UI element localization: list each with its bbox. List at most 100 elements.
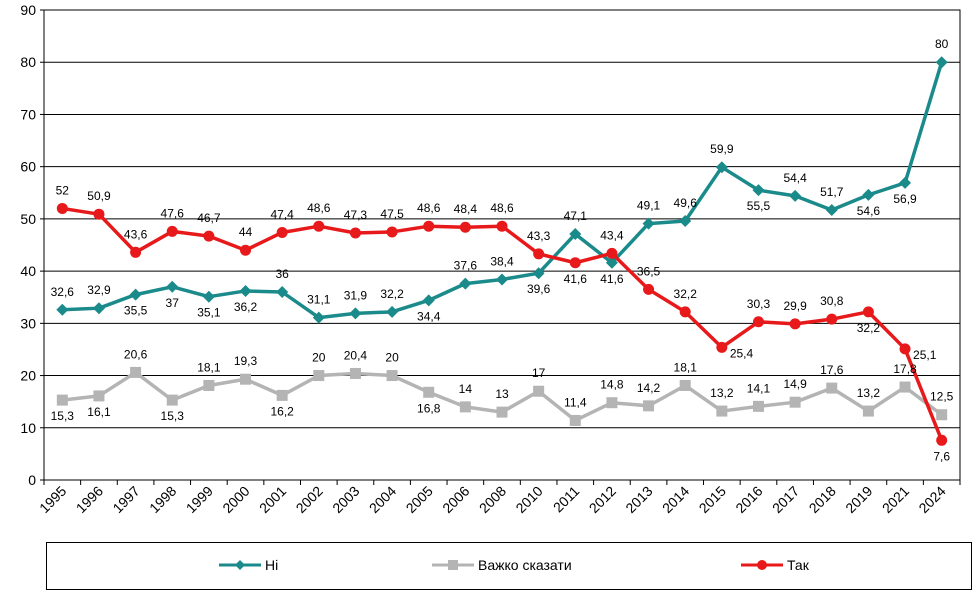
y-tick-label: 30	[20, 315, 36, 331]
data-label: 30,3	[747, 297, 771, 311]
data-label: 56,9	[893, 192, 917, 206]
data-point-square	[899, 381, 911, 393]
data-label: 20	[312, 351, 326, 365]
x-tick-label: 2021	[879, 483, 912, 516]
legend-marker-tak	[741, 560, 783, 570]
legend: Ні Важко сказати Так	[46, 542, 972, 590]
data-label: 32,2	[674, 287, 698, 301]
data-point-diamond	[789, 189, 802, 202]
data-label: 36,5	[637, 264, 661, 278]
data-point-diamond	[386, 305, 399, 318]
data-point-diamond	[422, 294, 435, 307]
x-tick-label: 1995	[36, 483, 69, 516]
x-tick-label: 2014	[659, 483, 692, 516]
plot-area	[43, 9, 961, 481]
data-label: 13	[495, 387, 509, 401]
data-label: 47,5	[380, 207, 404, 221]
data-point-square	[93, 390, 105, 402]
y-tick-label: 60	[20, 159, 36, 175]
x-tick-label: 2001	[256, 483, 289, 516]
data-point-circle	[679, 306, 691, 318]
data-label: 16,8	[417, 401, 441, 415]
data-label: 31,9	[344, 288, 368, 302]
x-tick-label: 2011	[550, 483, 583, 516]
data-point-diamond	[569, 228, 582, 241]
data-label: 32,9	[87, 283, 111, 297]
data-point-circle	[936, 434, 948, 446]
data-point-diamond	[496, 273, 508, 286]
data-label: 48,6	[490, 201, 514, 215]
data-label: 47,6	[161, 206, 185, 220]
data-label: 47,4	[270, 207, 294, 221]
x-tick-label: 2008	[476, 483, 509, 516]
legend-marker-hard-to-say	[432, 560, 474, 570]
data-point-square	[716, 405, 728, 417]
data-label: 35,1	[197, 306, 221, 320]
y-tick-label: 20	[20, 368, 36, 384]
data-label: 11,4	[564, 395, 587, 409]
data-point-square	[862, 405, 874, 417]
data-label: 49,1	[637, 199, 661, 213]
x-tick-label: 2005	[402, 483, 435, 516]
data-point-diamond	[239, 284, 252, 297]
data-point-diamond	[349, 307, 362, 320]
data-label: 37,6	[454, 259, 478, 273]
data-point-square	[569, 414, 581, 426]
data-point-circle	[606, 247, 618, 259]
y-tick-label: 90	[20, 2, 36, 18]
data-point-circle	[716, 341, 728, 353]
data-point-diamond	[679, 214, 692, 227]
x-tick-label: 2010	[512, 483, 545, 516]
data-point-diamond	[752, 184, 765, 197]
x-tick-label: 2012	[586, 483, 619, 516]
data-point-circle	[826, 313, 838, 325]
data-point-square	[386, 370, 398, 382]
data-point-circle	[459, 221, 471, 233]
data-point-circle	[203, 230, 215, 242]
data-point-square	[313, 370, 325, 382]
data-label: 29,9	[783, 299, 807, 313]
data-point-circle	[240, 244, 252, 256]
data-label: 34,4	[417, 309, 441, 323]
data-label: 32,2	[857, 321, 881, 335]
data-label: 44	[239, 225, 253, 239]
y-tick-label: 80	[20, 54, 36, 70]
data-label: 18,1	[674, 360, 698, 374]
data-point-circle	[533, 248, 545, 260]
data-point-square	[606, 397, 618, 409]
data-label: 43,4	[600, 228, 624, 242]
x-tick-label: 1998	[146, 483, 179, 516]
data-label: 12,5	[930, 390, 954, 404]
legend-label-tak: Так	[787, 557, 809, 573]
legend-marker-ni	[219, 560, 261, 570]
data-point-square	[130, 366, 142, 378]
data-point-diamond	[899, 176, 912, 189]
x-tick-label: 2018	[806, 483, 839, 516]
legend-label-ni: Ні	[265, 557, 279, 573]
data-point-circle	[56, 202, 68, 214]
data-label: 47,3	[344, 208, 368, 222]
data-label: 80	[935, 37, 949, 51]
data-label: 20,6	[124, 347, 148, 361]
data-label: 54,6	[857, 204, 881, 218]
data-point-diamond	[166, 280, 179, 293]
data-point-square	[276, 389, 288, 401]
data-label: 54,4	[783, 171, 807, 185]
data-point-square	[56, 394, 68, 406]
series-line-2	[62, 206, 944, 441]
data-point-square	[936, 409, 948, 421]
data-label: 43,6	[124, 227, 148, 241]
data-label: 7,6	[933, 449, 950, 463]
y-tick-label: 50	[20, 211, 36, 227]
data-point-circle	[752, 316, 764, 328]
data-label: 17	[532, 366, 546, 380]
data-label: 38,4	[490, 254, 514, 268]
data-label: 52	[56, 183, 70, 197]
data-point-square	[752, 400, 764, 412]
x-tick-label: 2006	[439, 483, 472, 516]
data-point-square	[459, 401, 471, 413]
data-label: 31,1	[307, 293, 331, 307]
data-point-circle	[313, 220, 325, 232]
data-label: 14	[459, 382, 473, 396]
